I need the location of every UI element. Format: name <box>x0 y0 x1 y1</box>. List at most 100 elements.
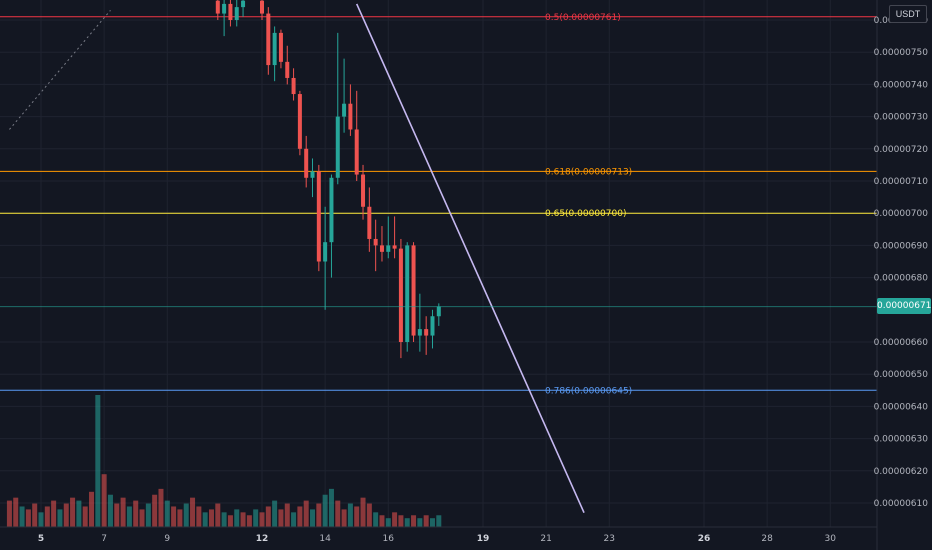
candle <box>398 238 403 359</box>
volume-bar <box>398 515 404 527</box>
time-axis-label: 19 <box>477 534 490 544</box>
volume-bar <box>278 509 284 527</box>
candle-body <box>272 32 277 66</box>
volume-bar <box>139 509 145 527</box>
candle-body <box>411 245 416 336</box>
candle <box>222 0 227 37</box>
volume-bar <box>385 518 391 527</box>
candle-body <box>398 248 403 342</box>
price-axis-label: 0.00000740 <box>874 80 929 90</box>
volume-bar <box>13 497 19 527</box>
candle <box>272 26 277 82</box>
volume-bar <box>152 494 158 527</box>
volume-bar <box>63 503 69 527</box>
candle-body <box>386 245 391 252</box>
candle <box>335 32 340 185</box>
candle-body <box>392 245 397 249</box>
price-axis-label: 0.00000630 <box>874 435 929 445</box>
candle <box>379 226 384 262</box>
candle <box>228 0 233 27</box>
quote-currency-badge[interactable]: USDT <box>889 5 927 23</box>
time-axis-label: 23 <box>604 534 615 544</box>
volume-bar <box>177 509 183 527</box>
candle <box>310 158 315 198</box>
candle-body <box>430 316 435 336</box>
candle <box>278 29 283 69</box>
candle <box>329 174 334 278</box>
candle-body <box>367 206 372 239</box>
volume-bar <box>183 503 189 527</box>
candle-body <box>266 13 271 66</box>
volume-bar <box>411 515 417 527</box>
volume-bar <box>354 506 360 527</box>
time-axis-label: 7 <box>101 534 107 544</box>
candle-body <box>228 3 233 21</box>
time-axis-label: 28 <box>761 534 773 544</box>
price-axis-label: 0.00000640 <box>874 402 929 412</box>
drawn-lines[interactable] <box>9 3 585 513</box>
volume-bar <box>417 518 423 527</box>
volume-bar <box>297 506 303 527</box>
candle <box>266 7 271 75</box>
candle-body <box>310 171 315 178</box>
candlesticks <box>215 0 441 359</box>
time-axis-label: 9 <box>164 534 170 544</box>
volume-bar <box>360 497 366 527</box>
candle <box>354 90 359 181</box>
candle <box>417 293 422 352</box>
price-axis-label: 0.00000620 <box>874 467 929 477</box>
volume-bar <box>44 506 50 527</box>
volume-bar <box>246 515 252 527</box>
volume-bar <box>126 506 132 527</box>
candle <box>323 206 328 310</box>
fib-level-label: 0.5(0.00000761) <box>545 13 621 23</box>
volume-bar <box>82 506 88 527</box>
candle-body <box>424 329 429 336</box>
candle <box>430 309 435 349</box>
volume-bars <box>6 395 442 527</box>
candle-body <box>379 245 384 252</box>
price-axis-label: 0.00000700 <box>874 209 929 219</box>
time-axis-label: 26 <box>698 534 711 544</box>
candle-body <box>354 129 359 175</box>
time-axis-label: 5 <box>38 534 44 544</box>
volume-bar <box>101 474 107 527</box>
time-axis[interactable]: 5 7 9 12 14 16 19 21 23 26 28 30 <box>38 534 836 544</box>
volume-bar <box>310 509 316 527</box>
candle-body <box>342 103 347 117</box>
volume-bar <box>114 503 120 527</box>
candle-body <box>234 7 239 20</box>
volume-bar <box>265 506 271 527</box>
volume-bar <box>208 509 214 527</box>
candle-body <box>278 32 283 62</box>
candle <box>392 216 397 259</box>
volume-bar <box>284 503 290 527</box>
fib-level-label: 0.65(0.00000700) <box>545 209 626 219</box>
candle-body <box>417 329 422 336</box>
trend-line[interactable] <box>355 3 585 513</box>
price-axis-label: 0.00000660 <box>874 338 929 348</box>
candle <box>241 0 246 17</box>
volume-bar <box>215 503 221 527</box>
candle <box>285 45 290 85</box>
price-axis-label: 0.00000650 <box>874 370 929 380</box>
volume-bar <box>404 518 410 527</box>
dotted-trend-line[interactable] <box>9 10 111 130</box>
volume-bar <box>6 500 12 527</box>
candle-body <box>291 77 296 95</box>
volume-bar <box>202 512 208 527</box>
candle-body <box>361 174 366 207</box>
time-axis-label: 21 <box>540 534 551 544</box>
price-axis-label: 0.00000710 <box>874 177 929 187</box>
volume-bar <box>429 518 435 527</box>
volume-bar <box>373 512 379 527</box>
candle <box>342 58 347 133</box>
fib-levels[interactable]: 0.5(0.00000761) 0.618(0.00000713) 0.65(0.0… <box>0 13 877 397</box>
candle-body <box>323 242 328 262</box>
price-axis-label: 0.00000690 <box>874 241 929 251</box>
volume-bar <box>259 512 265 527</box>
candle <box>260 0 264 20</box>
time-axis-label: 12 <box>256 534 269 544</box>
candle-body <box>348 103 353 130</box>
